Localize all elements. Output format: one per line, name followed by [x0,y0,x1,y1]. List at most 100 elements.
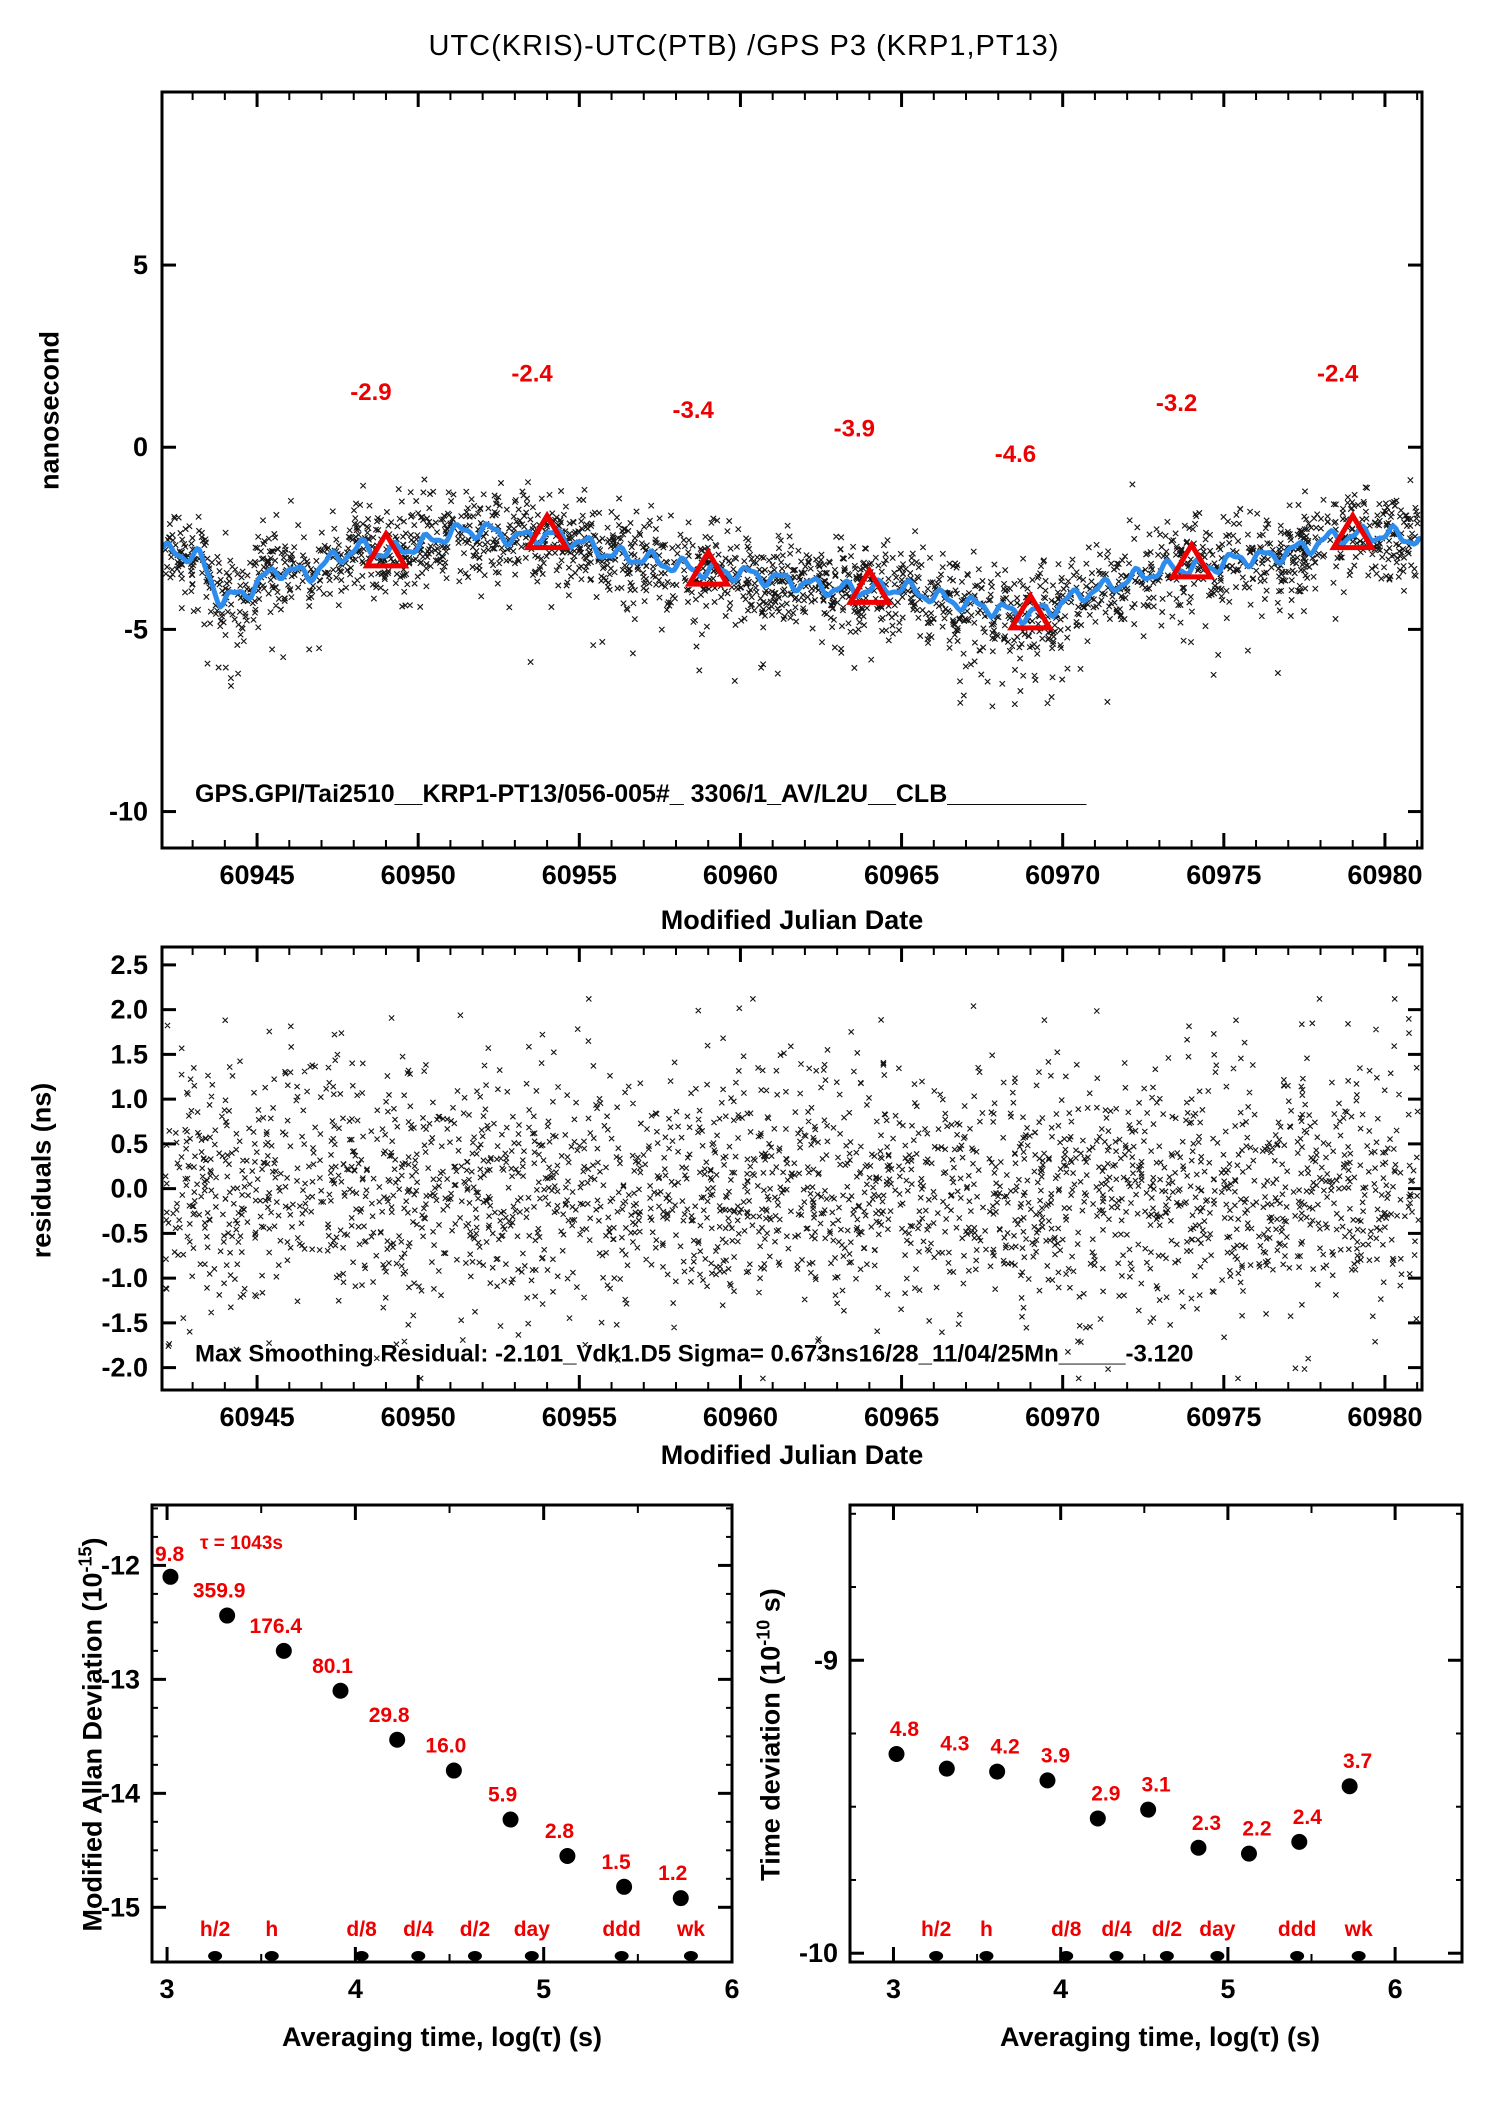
svg-text:60965: 60965 [864,1402,939,1432]
svg-text:5: 5 [133,250,148,280]
svg-text:2.8: 2.8 [545,1820,575,1843]
svg-text:2.9: 2.9 [1091,1782,1120,1805]
svg-text:-10: -10 [799,1938,838,1968]
svg-text:0: 0 [133,432,148,462]
svg-text:τ = 1043s: τ = 1043s [200,1533,283,1554]
svg-text:4.8: 4.8 [890,1718,920,1741]
tdev-x-axis-label: Averaging time, log(τ) (s) [999,2022,1321,2052]
svg-text:2.4: 2.4 [1293,1806,1323,1829]
svg-text:d/2: d/2 [460,1918,490,1941]
svg-text:5.9: 5.9 [488,1784,517,1807]
svg-text:-9: -9 [814,1645,838,1675]
residuals-plot: 2.5 2.0 1.5 1.0 0.5 0.0 -0.5 -1.0 -1.5 -2.0 60945 6… [101,945,1424,1432]
svg-text:-5: -5 [124,614,148,644]
svg-text:-2.9: -2.9 [350,379,391,406]
svg-text:day: day [1199,1918,1236,1941]
svg-text:4: 4 [1053,1974,1068,2004]
svg-text:d/8: d/8 [346,1918,377,1941]
svg-text:60945: 60945 [220,1402,295,1432]
svg-text:60955: 60955 [542,1402,617,1432]
svg-text:d/8: d/8 [1051,1918,1082,1941]
svg-text:60980: 60980 [1347,1402,1422,1432]
svg-text:h: h [265,1918,278,1941]
svg-text:h/2: h/2 [200,1918,230,1941]
svg-text:60970: 60970 [1025,1402,1100,1432]
svg-text:-2.4: -2.4 [511,361,553,388]
phase-plot: -2.9 -2.4 -3.4 -3.9 -4.6 -3.2 -2.4 5 0 -5 -10 60945… [109,90,1424,890]
svg-text:d/2: d/2 [1152,1918,1182,1941]
svg-text:4: 4 [348,1974,363,2004]
svg-text:-0.5: -0.5 [101,1218,148,1248]
svg-text:-4.6: -4.6 [995,441,1036,468]
svg-text:1.0: 1.0 [110,1084,148,1114]
svg-text:h: h [980,1918,993,1941]
mdev-plot: -12 -13 -14 -15 3 4 5 6 h/2 h d/8 d/4 d/2 day ddd wk 9.8… [101,1503,740,2004]
svg-text:-3.9: -3.9 [834,415,875,442]
svg-text:-3.4: -3.4 [673,397,715,424]
svg-text:60975: 60975 [1186,860,1261,890]
svg-text:wk: wk [1344,1918,1373,1941]
svg-text:60950: 60950 [381,1402,456,1432]
svg-text:wk: wk [676,1918,705,1941]
svg-text:176.4: 176.4 [250,1615,303,1638]
svg-text:-2.0: -2.0 [101,1353,148,1383]
svg-text:6: 6 [724,1974,739,2004]
svg-text:-1.5: -1.5 [101,1308,148,1338]
mdev-x-axis-label: Averaging time, log(τ) (s) [281,2022,603,2052]
svg-text:3.7: 3.7 [1343,1750,1372,1773]
svg-text:29.8: 29.8 [369,1704,410,1727]
svg-text:4.2: 4.2 [991,1736,1020,1759]
svg-text:16.0: 16.0 [425,1735,466,1758]
svg-text:1.5: 1.5 [110,1039,148,1069]
svg-text:4.3: 4.3 [940,1733,969,1756]
svg-text:-14: -14 [101,1778,140,1808]
svg-text:3.9: 3.9 [1041,1744,1070,1767]
svg-text:h/2: h/2 [921,1918,951,1941]
svg-text:5: 5 [536,1974,551,2004]
svg-text:1.5: 1.5 [601,1851,631,1874]
svg-text:2.0: 2.0 [110,995,148,1025]
svg-text:ddd: ddd [1278,1918,1316,1941]
svg-text:Max Smoothing Residual: -2.101: Max Smoothing Residual: -2.101_Vdk1.D5 S… [195,1340,1194,1367]
svg-text:5: 5 [1220,1974,1235,2004]
tdev-plot: -9 -10 3 4 5 6 h/2 h d/8 d/4 d/2 day ddd wk 4.8 4.3 4.2 3… [799,1503,1464,2004]
svg-text:60960: 60960 [703,1402,778,1432]
svg-text:-3.2: -3.2 [1156,390,1197,417]
svg-text:ddd: ddd [602,1918,640,1941]
svg-text:3.1: 3.1 [1142,1774,1172,1797]
svg-text:3: 3 [886,1974,901,2004]
svg-text:60975: 60975 [1186,1402,1261,1432]
svg-text:0.0: 0.0 [110,1174,148,1204]
figure-title: UTC(KRIS)-UTC(PTB) /GPS P3 (KRP1,PT13) [428,30,1060,62]
svg-text:2.3: 2.3 [1192,1812,1221,1835]
svg-text:60945: 60945 [220,860,295,890]
svg-text:6: 6 [1388,1974,1403,2004]
svg-text:80.1: 80.1 [312,1655,353,1678]
svg-text:60960: 60960 [703,860,778,890]
svg-text:-1.0: -1.0 [101,1263,148,1293]
svg-text:60980: 60980 [1347,860,1422,890]
svg-text:3: 3 [160,1974,175,2004]
svg-text:d/4: d/4 [403,1918,434,1941]
svg-text:359.9: 359.9 [193,1580,246,1603]
svg-text:9.8: 9.8 [155,1543,185,1566]
svg-text:-12: -12 [101,1550,140,1580]
svg-text:GPS.GPI/Tai2510__KRP1-PT13/056: GPS.GPI/Tai2510__KRP1-PT13/056-005#_ 330… [195,780,1087,808]
svg-text:day: day [514,1918,551,1941]
svg-text:d/4: d/4 [1101,1918,1132,1941]
svg-text:60965: 60965 [864,860,939,890]
svg-text:60950: 60950 [381,860,456,890]
svg-text:-10: -10 [109,797,148,827]
svg-text:60955: 60955 [542,860,617,890]
svg-text:0.5: 0.5 [110,1129,148,1159]
svg-text:-13: -13 [101,1664,140,1694]
svg-text:-2.4: -2.4 [1317,361,1359,388]
svg-text:-15: -15 [101,1892,140,1922]
residuals-x-axis-label: Modified Julian Date [660,1440,924,1470]
svg-text:1.2: 1.2 [658,1862,687,1885]
svg-text:2.2: 2.2 [1242,1818,1271,1841]
svg-text:2.5: 2.5 [110,950,148,980]
phase-x-axis-label: Modified Julian Date [660,905,924,935]
svg-text:60970: 60970 [1025,860,1100,890]
